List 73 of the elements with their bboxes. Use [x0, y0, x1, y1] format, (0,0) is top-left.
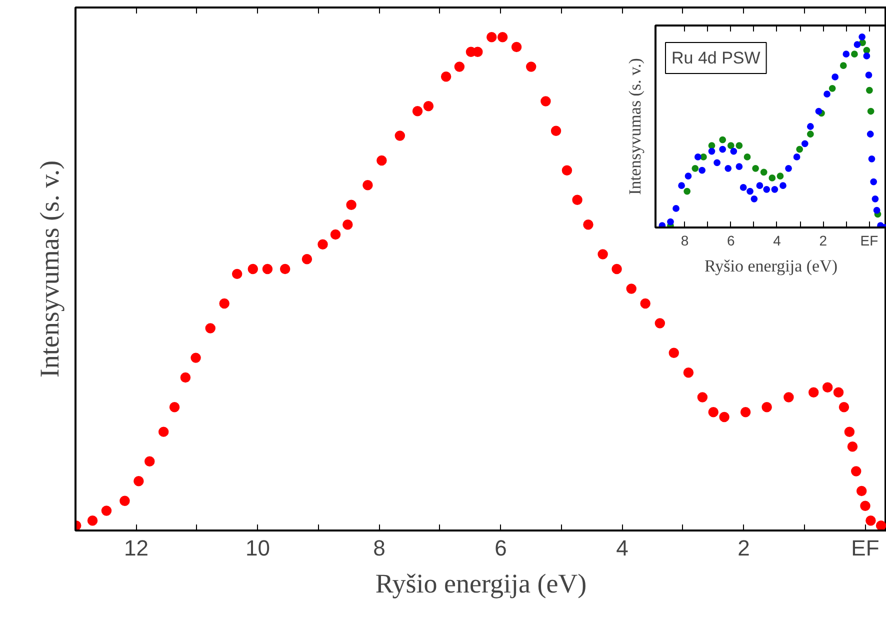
- y-axis-title: Intensyvumas (s. v.): [626, 58, 644, 195]
- point: [771, 186, 778, 193]
- point: [667, 218, 674, 226]
- point: [866, 130, 874, 138]
- point: [873, 206, 880, 214]
- point: [785, 164, 792, 172]
- x-tick-label: 6: [494, 536, 507, 560]
- x-axis-title: Ryšio energija (eV): [375, 568, 587, 598]
- x-tick-label: 2: [738, 536, 750, 560]
- point: [672, 205, 680, 212]
- point: [867, 108, 874, 115]
- point: [740, 184, 747, 191]
- point: [872, 195, 879, 202]
- point: [756, 182, 764, 190]
- x-tick-label: 8: [680, 232, 689, 248]
- point: [752, 164, 759, 172]
- point: [832, 74, 839, 80]
- point: [806, 130, 814, 138]
- point: [851, 50, 858, 58]
- point: [746, 188, 754, 195]
- point: [828, 84, 836, 92]
- point: [760, 168, 768, 176]
- x-tick-label: EF: [860, 232, 878, 248]
- point: [736, 163, 743, 170]
- point: [684, 172, 692, 180]
- point: [678, 182, 685, 190]
- point: [714, 159, 720, 166]
- point: [730, 148, 738, 155]
- point: [863, 46, 870, 54]
- x-tick-label: 8: [373, 536, 386, 560]
- point: [858, 34, 866, 40]
- point: [692, 164, 699, 172]
- point: [694, 154, 702, 160]
- x-tick-label: 2: [819, 232, 828, 248]
- point: [763, 186, 770, 193]
- point: [719, 136, 726, 144]
- point: [750, 195, 758, 202]
- point: [815, 108, 822, 115]
- point: [863, 52, 870, 60]
- point: [796, 146, 804, 153]
- point: [736, 142, 743, 149]
- point: [768, 174, 776, 182]
- point: [719, 146, 726, 153]
- point: [824, 90, 830, 98]
- point: [780, 182, 786, 190]
- x-axis-title: Ryšio energija (eV): [704, 256, 838, 276]
- y-axis-title: Intensyvumas (s. v.): [34, 160, 64, 378]
- point: [801, 140, 808, 148]
- point: [708, 148, 716, 155]
- point: [866, 86, 873, 94]
- x-tick-label: 10: [246, 536, 270, 560]
- point: [727, 142, 734, 149]
- point: [744, 154, 751, 160]
- point: [840, 62, 847, 69]
- annotation: Ru 4d PSW: [672, 48, 760, 68]
- point: [806, 123, 814, 130]
- point: [708, 142, 716, 149]
- point: [724, 164, 732, 172]
- x-tick-label: 6: [726, 232, 735, 248]
- point: [793, 154, 800, 160]
- point: [684, 188, 691, 195]
- point: [870, 178, 878, 186]
- x-tick-label: 4: [616, 536, 628, 560]
- point: [776, 172, 784, 180]
- point: [700, 154, 707, 160]
- point: [865, 72, 872, 78]
- point: [854, 41, 861, 48]
- point: [868, 155, 876, 162]
- point: [698, 166, 706, 174]
- x-tick-label: EF: [851, 536, 880, 560]
- x-tick-label: 12: [124, 536, 148, 560]
- point: [842, 50, 850, 58]
- x-tick-label: 4: [773, 232, 782, 248]
